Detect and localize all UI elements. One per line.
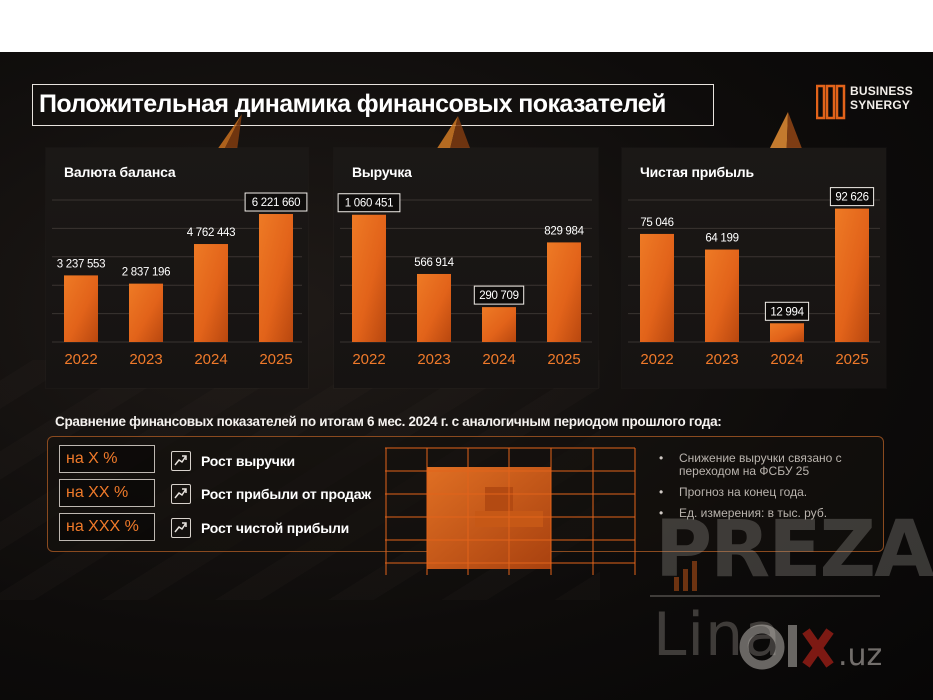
- bar-2024: [770, 323, 804, 342]
- olx-watermark-icon: .uz: [739, 624, 882, 673]
- growth-value-sales-profit: на XX %: [66, 484, 129, 501]
- value-label-box: [829, 187, 875, 207]
- category-label: 2024: [194, 351, 227, 368]
- bar-2022: [64, 275, 98, 342]
- bar-2025: [835, 208, 869, 342]
- growth-value-box-net-profit: на XXX %: [59, 513, 155, 541]
- chart-title-net-profit: Чистая прибыль: [640, 164, 754, 180]
- value-label: 12 994: [770, 306, 804, 318]
- logo-line-1: BUSINESS: [850, 84, 913, 98]
- trend-up-icon: [171, 518, 191, 538]
- metric-label-sales-profit: Рост прибыли от продаж: [201, 486, 372, 502]
- bar-2024: [482, 307, 516, 342]
- note-item: Ед. измерения: в тыс. руб.: [657, 507, 877, 521]
- bar-2023: [417, 273, 451, 342]
- category-label: 2022: [352, 351, 385, 368]
- value-label: 566 914: [414, 257, 454, 269]
- value-label: 1 060 451: [345, 198, 393, 210]
- category-label: 2023: [705, 351, 738, 368]
- watermark-sub: Lina: [653, 600, 782, 670]
- note-item: Снижение выручки связано с переходом на …: [657, 452, 877, 478]
- bar-2023: [129, 283, 163, 342]
- category-label: 2023: [417, 351, 450, 368]
- bar-2022: [352, 214, 386, 342]
- decorative-grid-image: [385, 447, 636, 575]
- chart-panel-balance: 3 237 553 2022 2 837 196 2023 4 762 443 2024 6…: [46, 148, 308, 388]
- comparison-heading: Сравнение финансовых показателей по итог…: [55, 414, 722, 429]
- note-item: Прогноз на конец года.: [657, 486, 877, 500]
- value-label: 75 046: [640, 217, 673, 229]
- value-label: 64 199: [705, 233, 738, 245]
- bar-chart-revenue: 1 060 451 2022 566 914 2023 290 709 2024 829 9…: [337, 193, 592, 368]
- category-label: 2024: [482, 351, 515, 368]
- watermark-bars-icon: [674, 561, 697, 591]
- value-label: 92 626: [835, 192, 868, 204]
- chart-title-revenue: Выручка: [352, 164, 412, 180]
- growth-value-box-revenue: на X %: [59, 445, 155, 473]
- watermark-site: .uz: [838, 638, 882, 673]
- value-label: 829 984: [544, 225, 584, 237]
- growth-value-box-sales-profit: на XX %: [59, 479, 155, 507]
- value-label: 6 221 660: [252, 197, 300, 209]
- category-label: 2022: [64, 351, 97, 368]
- watermark-brand: PREZA: [655, 505, 933, 595]
- page-title: Положительная динамика финансовых показа…: [39, 90, 666, 118]
- growth-value-revenue: на X %: [66, 450, 118, 467]
- growth-value-net-profit: на XXX %: [66, 518, 139, 535]
- bar-2022: [640, 233, 674, 342]
- logo-text: BUSINESS SYNERGY: [850, 84, 913, 112]
- business-synergy-logo: BUSINESS SYNERGY: [816, 82, 913, 122]
- value-label: 290 709: [479, 290, 518, 302]
- trend-up-icon: [171, 451, 191, 471]
- chart-panel-net-profit: 75 046 2022 64 199 2023 12 994 2024 92 626 2025…: [622, 148, 886, 388]
- title-box: Положительная динамика финансовых показа…: [32, 84, 714, 126]
- category-label: 2025: [259, 351, 292, 368]
- watermark-divider: [650, 595, 880, 597]
- top-white-band: [0, 0, 933, 60]
- bar-chart-balance: 3 237 553 2022 2 837 196 2023 4 762 443 2024 6…: [52, 192, 308, 368]
- trend-up-icon: [171, 484, 191, 504]
- category-label: 2022: [640, 351, 673, 368]
- value-label-box: [337, 193, 401, 213]
- bar-2025: [259, 214, 293, 342]
- value-label: 3 237 553: [57, 258, 105, 270]
- value-label: 2 837 196: [122, 267, 170, 279]
- chart-title-balance: Валюта баланса: [64, 164, 176, 180]
- category-label: 2025: [547, 351, 580, 368]
- logo-mark-icon: [816, 84, 846, 120]
- value-label-box: [244, 192, 308, 212]
- bar-2023: [705, 249, 739, 342]
- value-label-box: [473, 285, 525, 305]
- notes-list: Снижение выручки связано с переходом на …: [657, 452, 877, 528]
- logo-line-2: SYNERGY: [850, 98, 911, 112]
- metric-label-net-profit: Рост чистой прибыли: [201, 520, 350, 536]
- chart-panel-revenue: 1 060 451 2022 566 914 2023 290 709 2024 829 9…: [334, 148, 598, 388]
- value-label: 4 762 443: [187, 227, 235, 239]
- category-label: 2023: [129, 351, 162, 368]
- metric-label-revenue: Рост выручки: [201, 453, 295, 469]
- category-label: 2025: [835, 351, 868, 368]
- bar-chart-net-profit: 75 046 2022 64 199 2023 12 994 2024 92 626 2025: [628, 187, 880, 368]
- bar-2025: [547, 242, 581, 342]
- category-label: 2024: [770, 351, 803, 368]
- bar-2024: [194, 244, 228, 342]
- value-label-box: [764, 301, 810, 321]
